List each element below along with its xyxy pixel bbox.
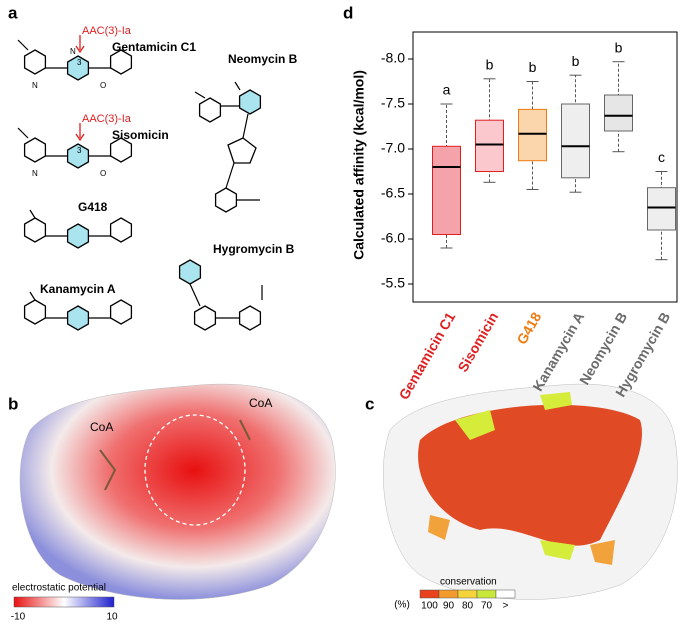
- y-tick-label: -6.0: [381, 230, 405, 246]
- coa-label: CoA: [90, 420, 113, 434]
- plot-frame: [412, 31, 678, 303]
- ring: [198, 97, 222, 123]
- atom-label: O: [100, 169, 106, 178]
- ring: [66, 223, 90, 249]
- legend-label: 70: [481, 601, 493, 612]
- enzyme-label: AAC(3)-Ia: [82, 113, 132, 125]
- legend-label: 90: [443, 601, 455, 612]
- panel-label: c: [365, 394, 374, 413]
- y-tick-label: -7.0: [381, 140, 405, 156]
- colorbar-title: electrostatic potential: [12, 583, 106, 594]
- group-letter: b: [529, 59, 537, 75]
- compound-name: Kanamycin A: [40, 282, 116, 296]
- box: [518, 108, 547, 162]
- legend-swatch: [419, 589, 440, 599]
- panel-label: a: [8, 3, 18, 22]
- group-letter: b: [615, 39, 623, 55]
- colorbar-unit: (%): [394, 600, 410, 611]
- legend-swatch: [438, 589, 459, 599]
- colorbar: [13, 596, 115, 608]
- box-chart: Calculated affinity (kcal/mol) -8.0 -7.5 -…: [351, 31, 678, 402]
- group-letter: a: [443, 82, 451, 98]
- compound-name: Sisomicin: [112, 128, 169, 142]
- ring: [23, 217, 47, 243]
- bonds: [17, 39, 263, 319]
- colorbar-title: conservation: [440, 577, 497, 588]
- legend-label: 100: [421, 601, 438, 612]
- coa-label: CoA: [249, 396, 272, 410]
- ring: [109, 299, 133, 325]
- atom-label: N: [32, 81, 38, 90]
- ring: [193, 305, 217, 331]
- ring: [214, 187, 238, 213]
- box: [647, 187, 676, 231]
- compound-name: Gentamicin C1: [112, 40, 196, 54]
- colorbar-label: -10: [11, 612, 26, 623]
- x-tick-label: G418: [513, 309, 544, 347]
- patch: [455, 392, 575, 560]
- ring: [227, 137, 257, 164]
- legend-swatch: [476, 589, 497, 599]
- conservation-surface: conservation 100 90 80 70 > (%): [383, 383, 678, 612]
- legend-label: 80: [462, 601, 474, 612]
- ring-number: 3: [77, 146, 82, 155]
- conserved-patch: [418, 404, 642, 546]
- y-tick-label: -8.0: [381, 50, 405, 66]
- arrow-head: [75, 133, 85, 142]
- structures: AAC(3)-Ia AAC(3)-Ia 3 3 N O O N N Gentam…: [17, 25, 298, 331]
- conservation-legend: 100 90 80 70 >: [419, 589, 516, 612]
- compound-name: Hygromycin B: [213, 242, 295, 256]
- ring: [238, 305, 262, 331]
- ring: [178, 259, 202, 285]
- atom-label: N: [32, 169, 38, 178]
- surface: [19, 383, 336, 600]
- group-letter: b: [486, 57, 494, 73]
- ring: [66, 305, 90, 331]
- compound-name: G418: [78, 200, 108, 214]
- patch: [428, 515, 615, 565]
- ring: [238, 89, 262, 115]
- y-axis-label: Calculated affinity (kcal/mol): [351, 70, 367, 260]
- panel-label: b: [8, 394, 18, 413]
- legend-label: >: [503, 601, 509, 612]
- coa-stick: [99, 419, 251, 491]
- site-circle: [144, 414, 246, 526]
- box: [561, 103, 590, 179]
- electrostatic-surface: CoA CoA electrostatic potential -10 10: [11, 383, 336, 623]
- ring: [109, 217, 133, 243]
- group-letter: b: [572, 53, 580, 69]
- box: [475, 119, 504, 172]
- panel-label: d: [343, 3, 353, 22]
- x-tick-label: Sisomicin: [454, 309, 501, 374]
- enzyme-label: AAC(3)-Ia: [82, 25, 132, 37]
- ring-number: 3: [77, 58, 82, 67]
- group-letter: c: [658, 149, 665, 165]
- x-tick-label: Gentamicin C1: [395, 309, 458, 402]
- y-tick-label: -5.5: [381, 275, 405, 291]
- ring: [23, 299, 47, 325]
- ring: [23, 137, 47, 163]
- compound-name: Neomycin B: [228, 52, 298, 66]
- atom-label: N: [70, 47, 76, 56]
- atom-label: O: [100, 81, 106, 90]
- y-tick-label: -6.5: [381, 185, 405, 201]
- box: [432, 145, 461, 235]
- legend-swatch: [457, 589, 478, 599]
- colorbar-label: 10: [106, 612, 118, 623]
- y-tick-label: -7.5: [381, 95, 405, 111]
- ring: [23, 49, 47, 75]
- arrow-head: [75, 45, 85, 54]
- box: [604, 94, 633, 132]
- legend-swatch: [495, 589, 516, 599]
